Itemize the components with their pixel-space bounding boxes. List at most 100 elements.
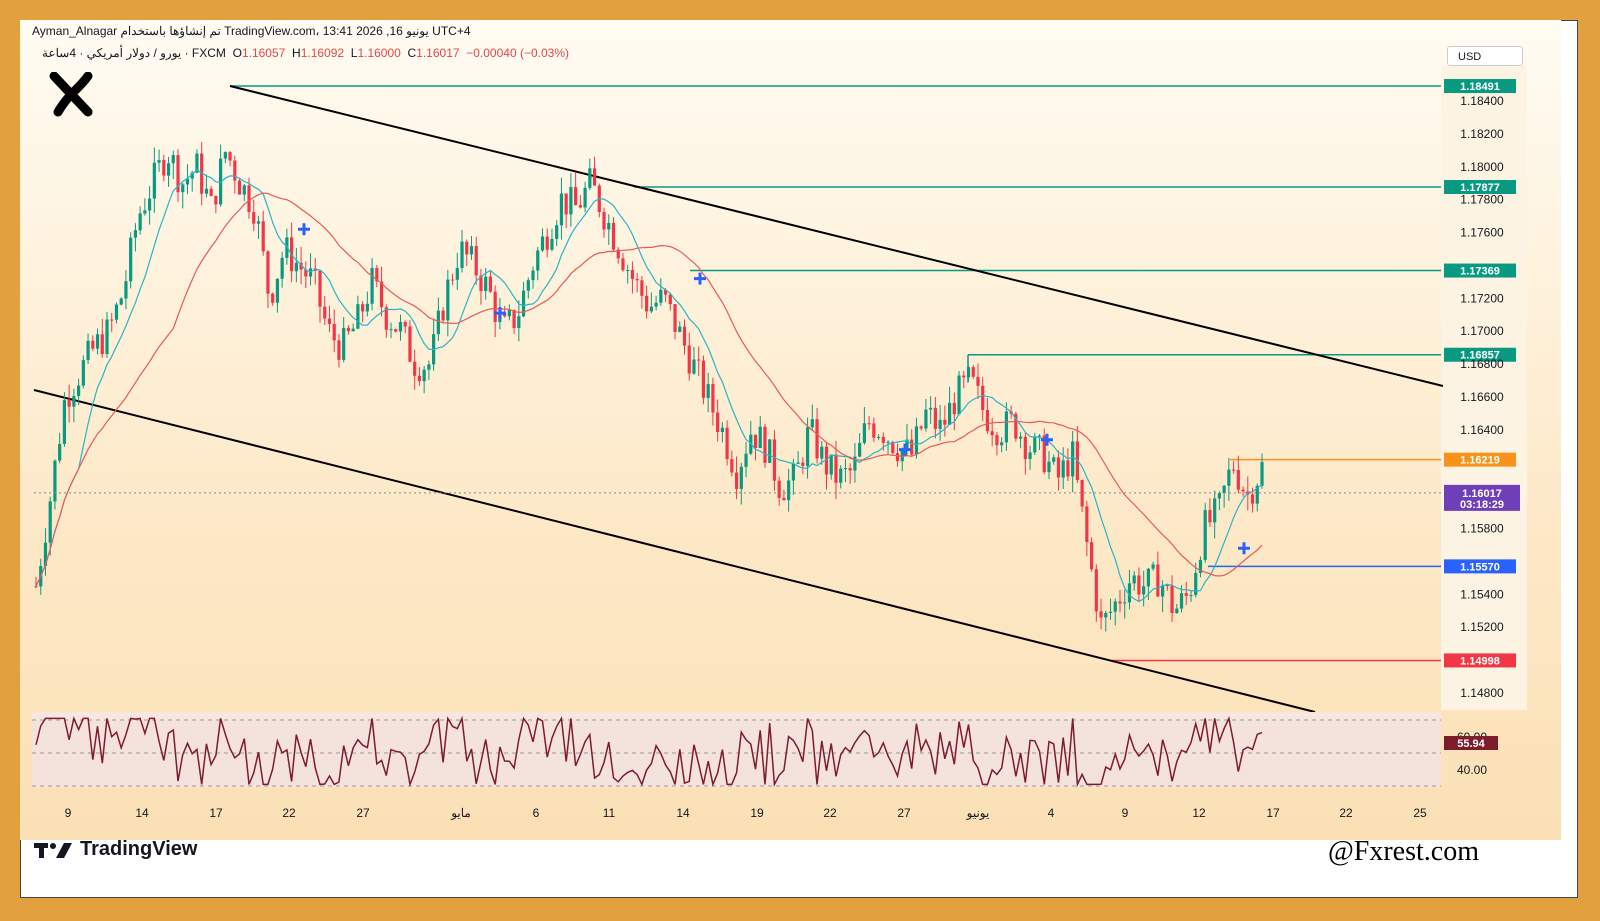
candle[interactable] [853, 456, 857, 471]
candle[interactable] [53, 460, 57, 502]
candle[interactable] [820, 446, 824, 459]
candle[interactable] [805, 427, 810, 466]
candle[interactable] [716, 412, 720, 433]
candle[interactable] [796, 462, 800, 464]
candle[interactable] [223, 152, 227, 159]
candle[interactable] [162, 160, 166, 176]
candle[interactable] [318, 270, 322, 307]
candle[interactable] [730, 459, 734, 473]
candle[interactable] [692, 359, 696, 374]
candle[interactable] [957, 375, 961, 415]
candle[interactable] [531, 270, 535, 281]
candle[interactable] [858, 442, 862, 457]
candle[interactable] [91, 340, 95, 349]
candle[interactable] [337, 340, 341, 360]
rsi-line[interactable] [35, 715, 1263, 788]
candle[interactable] [417, 375, 422, 382]
candle[interactable] [1189, 595, 1193, 597]
candle[interactable] [900, 448, 904, 462]
candle[interactable] [1042, 435, 1046, 473]
candle[interactable] [110, 319, 114, 321]
candle[interactable] [237, 180, 242, 195]
candle[interactable] [1175, 608, 1179, 614]
candle[interactable] [578, 205, 582, 208]
candle[interactable] [1089, 542, 1094, 570]
candle[interactable] [361, 304, 365, 312]
candle[interactable] [569, 187, 573, 215]
candle[interactable] [62, 400, 67, 444]
candle[interactable] [1000, 442, 1004, 446]
candle[interactable] [725, 427, 729, 460]
candle[interactable] [895, 453, 900, 462]
candle[interactable] [768, 439, 772, 463]
candle[interactable] [58, 443, 62, 461]
candle[interactable] [413, 361, 417, 376]
candle[interactable] [985, 410, 990, 432]
candle[interactable] [602, 211, 606, 230]
candle[interactable] [966, 367, 971, 378]
candle[interactable] [772, 439, 777, 481]
candle[interactable] [133, 230, 138, 238]
candle[interactable] [829, 454, 833, 475]
candle[interactable] [214, 195, 218, 205]
candle[interactable] [654, 302, 658, 307]
candle[interactable] [1165, 585, 1169, 587]
ma-fast-line[interactable] [35, 169, 1263, 603]
candle[interactable] [493, 291, 497, 322]
candle[interactable] [34, 586, 38, 588]
candle[interactable] [635, 278, 639, 281]
candle[interactable] [512, 310, 516, 329]
candle[interactable] [441, 310, 445, 321]
candle[interactable] [1099, 611, 1103, 618]
candle[interactable] [526, 280, 530, 291]
candle[interactable] [824, 446, 829, 475]
candle[interactable] [1094, 569, 1098, 612]
candle[interactable] [1071, 441, 1075, 477]
candle[interactable] [446, 279, 450, 321]
candle[interactable] [943, 419, 947, 425]
candle[interactable] [86, 340, 90, 361]
candle[interactable] [455, 267, 459, 280]
candle[interactable] [1231, 469, 1236, 471]
candle[interactable] [469, 246, 474, 255]
candle[interactable] [280, 257, 284, 279]
candle[interactable] [1052, 457, 1056, 462]
candle[interactable] [219, 158, 223, 205]
candle[interactable] [408, 326, 412, 362]
candle[interactable] [910, 439, 914, 455]
candle[interactable] [1217, 493, 1221, 499]
candle[interactable] [398, 322, 403, 332]
candle[interactable] [247, 185, 251, 213]
candle[interactable] [1222, 485, 1226, 494]
candle[interactable] [791, 463, 795, 481]
candle[interactable] [365, 303, 369, 312]
candle[interactable] [668, 294, 672, 305]
candle[interactable] [1066, 460, 1070, 477]
candle[interactable] [540, 236, 545, 251]
candle[interactable] [919, 426, 923, 429]
candle[interactable] [190, 172, 194, 179]
candle[interactable] [839, 468, 843, 483]
candle[interactable] [645, 295, 649, 312]
candle[interactable] [995, 435, 999, 446]
candle[interactable] [507, 310, 511, 317]
candle[interactable] [706, 384, 710, 398]
candle[interactable] [649, 306, 653, 312]
candle[interactable] [271, 293, 275, 303]
candle[interactable] [753, 434, 758, 449]
candle[interactable] [81, 360, 85, 386]
candle[interactable] [517, 316, 521, 329]
candle[interactable] [375, 268, 379, 282]
candle[interactable] [48, 501, 52, 543]
candle[interactable] [67, 400, 71, 407]
candle[interactable] [1085, 506, 1089, 543]
candle[interactable] [621, 258, 625, 271]
candle[interactable] [682, 326, 687, 346]
candle[interactable] [1132, 575, 1136, 584]
candle[interactable] [559, 193, 564, 226]
candle[interactable] [1203, 510, 1207, 560]
candle[interactable] [574, 187, 578, 206]
candle[interactable] [744, 453, 748, 467]
candle[interactable] [242, 185, 246, 195]
candle[interactable] [787, 480, 791, 501]
